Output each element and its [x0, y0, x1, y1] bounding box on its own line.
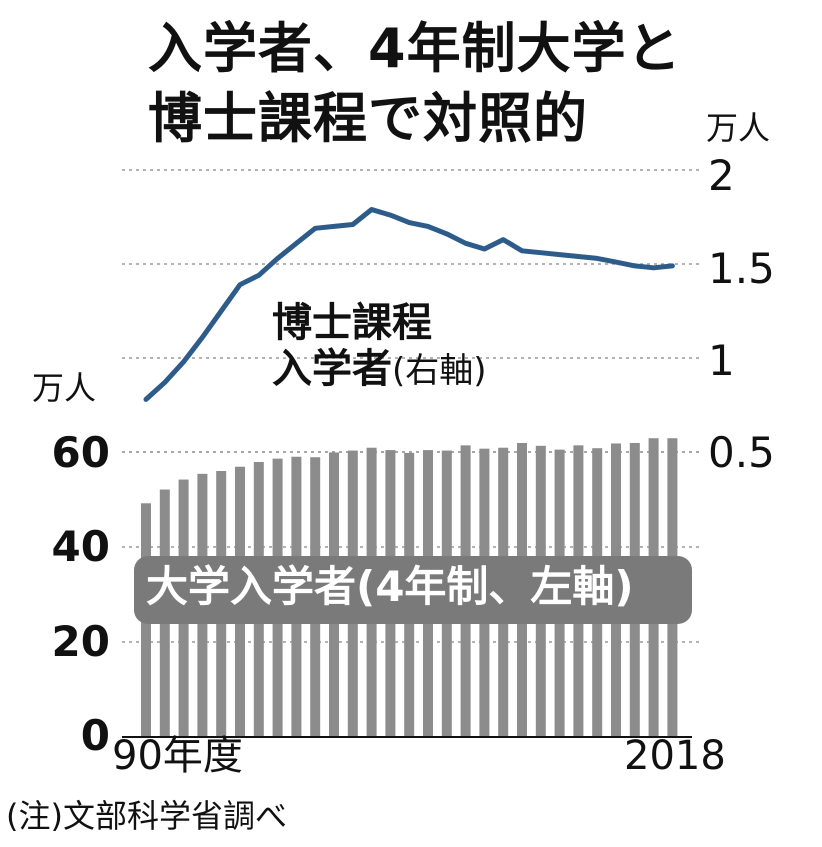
- bar-series-label-box: [134, 556, 692, 624]
- line-series-label: 博士課程 入学者(右軸): [272, 300, 487, 392]
- right-tick-0-5: 0.5: [708, 428, 775, 477]
- left-tick-20: 20: [51, 617, 110, 666]
- right-tick-2-0: 2: [708, 151, 735, 200]
- x-label-end: 2018: [624, 733, 726, 779]
- chart-title-line1: 入学者、4年制大学と: [148, 17, 682, 80]
- right-tick-1-5: 1.5: [708, 244, 775, 293]
- left-axis-unit: 万人: [32, 369, 97, 407]
- left-tick-0: 0: [80, 711, 110, 760]
- x-label-start: 90年度: [112, 733, 243, 779]
- chart-title-line2: 博士課程で対照的: [148, 87, 588, 150]
- left-tick-40: 40: [51, 522, 110, 571]
- right-axis-unit: 万人: [706, 109, 771, 147]
- bar-series-label: 大学入学者(4年制、左軸): [146, 562, 634, 611]
- line-series-phd: [143, 207, 675, 402]
- left-tick-60: 60: [51, 428, 110, 477]
- source-note: (注)文部科学省調べ: [6, 797, 287, 835]
- right-tick-1-0: 1: [708, 336, 735, 385]
